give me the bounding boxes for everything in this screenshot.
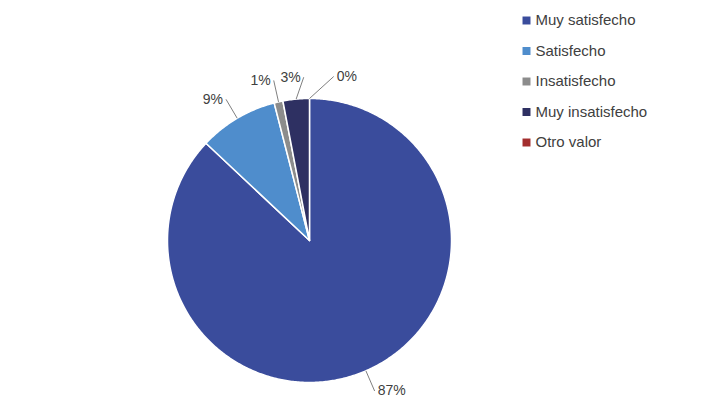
svg-text:Insatisfecho: Insatisfecho xyxy=(536,72,616,89)
svg-text:Muy insatisfecho: Muy insatisfecho xyxy=(536,103,648,120)
svg-text:87%: 87% xyxy=(378,382,406,398)
svg-text:1%: 1% xyxy=(250,72,270,88)
svg-text:9%: 9% xyxy=(203,91,223,107)
svg-text:Muy satisfecho: Muy satisfecho xyxy=(536,11,636,28)
svg-text:0%: 0% xyxy=(337,68,357,84)
svg-text:Otro valor: Otro valor xyxy=(536,133,602,150)
svg-text:3%: 3% xyxy=(280,69,300,85)
svg-text:Satisfecho: Satisfecho xyxy=(536,42,606,59)
